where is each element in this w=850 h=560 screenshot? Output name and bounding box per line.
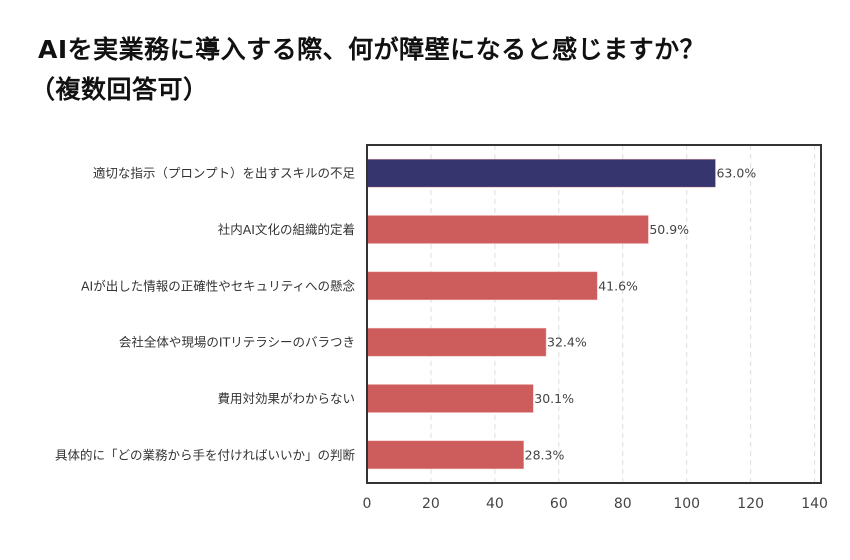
bar: [366, 384, 534, 413]
bar: [366, 271, 598, 301]
chart-title-line-1: AIを実業務に導入する際、何が障壁になると感じますか？: [38, 35, 706, 64]
category-label: AIが出した情報の正確性やセキュリティへの懸念: [81, 278, 355, 293]
category-label: 社内AI文化の組織的定着: [218, 222, 355, 237]
bar: [366, 440, 524, 470]
x-tick-label: 100: [673, 496, 700, 512]
data-label: 30.1%: [534, 391, 574, 406]
x-tick-label: 60: [550, 496, 568, 512]
category-label: 会社全体や現場のITリテラシーのバラつき: [119, 335, 355, 350]
x-tick-label: 140: [801, 496, 828, 512]
x-tick-label: 120: [737, 496, 764, 512]
data-label: 63.0%: [716, 166, 756, 181]
x-tick-label: 80: [614, 496, 632, 512]
x-tick-label: 20: [422, 496, 440, 512]
chart-title-line-2: （複数回答可）: [30, 75, 209, 104]
category-label: 費用対効果がわからない: [217, 391, 355, 406]
bar: [366, 215, 649, 244]
chart-title: AIを実業務に導入する際、何が障壁になると感じますか？ （複数回答可）: [30, 30, 706, 110]
data-label: 32.4%: [547, 335, 587, 350]
x-tick-label: 0: [363, 496, 372, 512]
bar: [366, 327, 547, 357]
category-label: 適切な指示（プロンプト）を出すスキルの不足: [93, 166, 356, 181]
bar: [366, 158, 716, 188]
x-tick-label: 40: [486, 496, 504, 512]
plot-frame: [366, 144, 822, 484]
category-label: 具体的に「どの業務から手を付ければいいか」の判断: [55, 447, 355, 462]
data-label: 28.3%: [525, 447, 565, 462]
data-label: 41.6%: [598, 278, 638, 293]
data-label: 50.9%: [649, 222, 689, 237]
